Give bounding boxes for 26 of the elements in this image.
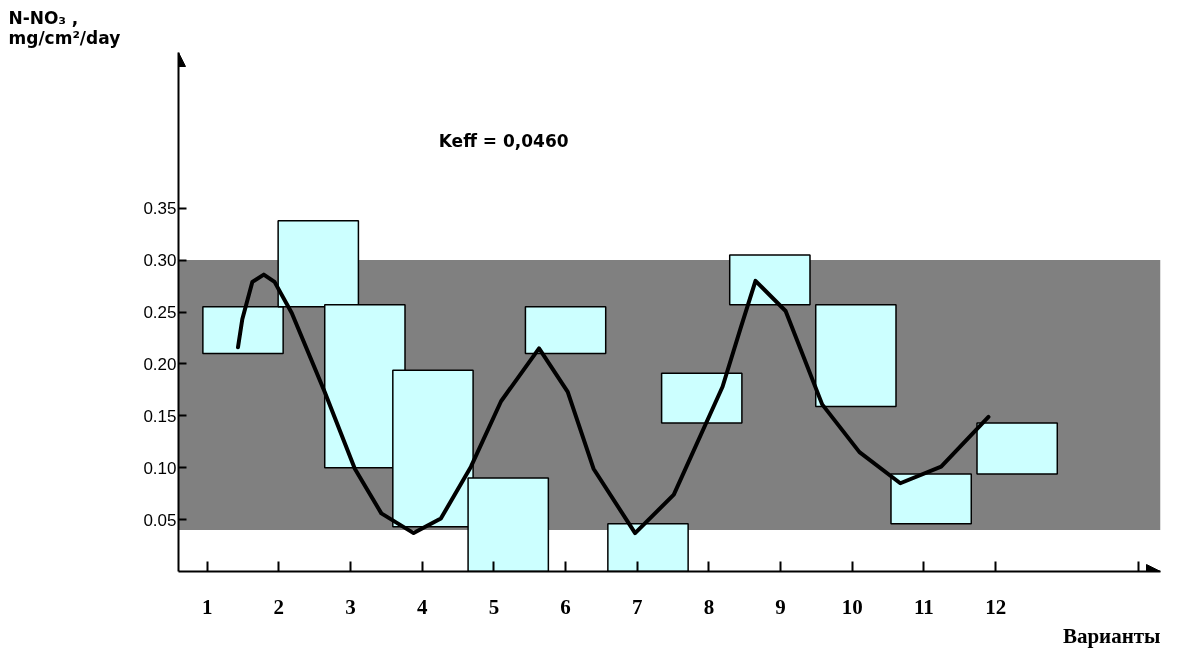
y-tick-label: 0.30 — [143, 251, 177, 271]
x-tick-label: 4 — [416, 594, 428, 619]
x-tick-label: 1 — [201, 594, 213, 619]
x-tick-label: 8 — [703, 594, 715, 619]
x-tick-label: 12 — [985, 594, 1007, 619]
x-tick-label: 5 — [488, 594, 500, 619]
y-tick-label: 0.05 — [143, 510, 177, 530]
x-axis-title: Варианты — [1062, 623, 1161, 648]
x-tick-label: 2 — [273, 594, 285, 619]
bar — [660, 372, 743, 424]
y-axis-title: N-NO₃ , mg/cm²/day — [8, 7, 121, 48]
y-tick-label: 0.15 — [143, 406, 177, 426]
y-tick-label: 0.25 — [143, 303, 177, 322]
y-tick-label: 0.35 — [143, 199, 177, 219]
x-tick-label: 6 — [560, 594, 571, 619]
bar — [890, 473, 973, 525]
bar — [524, 306, 607, 355]
annotation: Keff = 0,0460 — [438, 130, 569, 151]
y-tick-label: 0.20 — [143, 354, 177, 374]
x-tick-label: 3 — [345, 594, 356, 619]
x-tick-label: 10 — [841, 594, 863, 619]
bar — [814, 303, 897, 408]
x-tick-label: 7 — [631, 594, 643, 619]
x-tick-label: 9 — [775, 594, 786, 619]
y-tick-label: 0.10 — [143, 458, 177, 478]
x-tick-label: 11 — [914, 594, 934, 619]
